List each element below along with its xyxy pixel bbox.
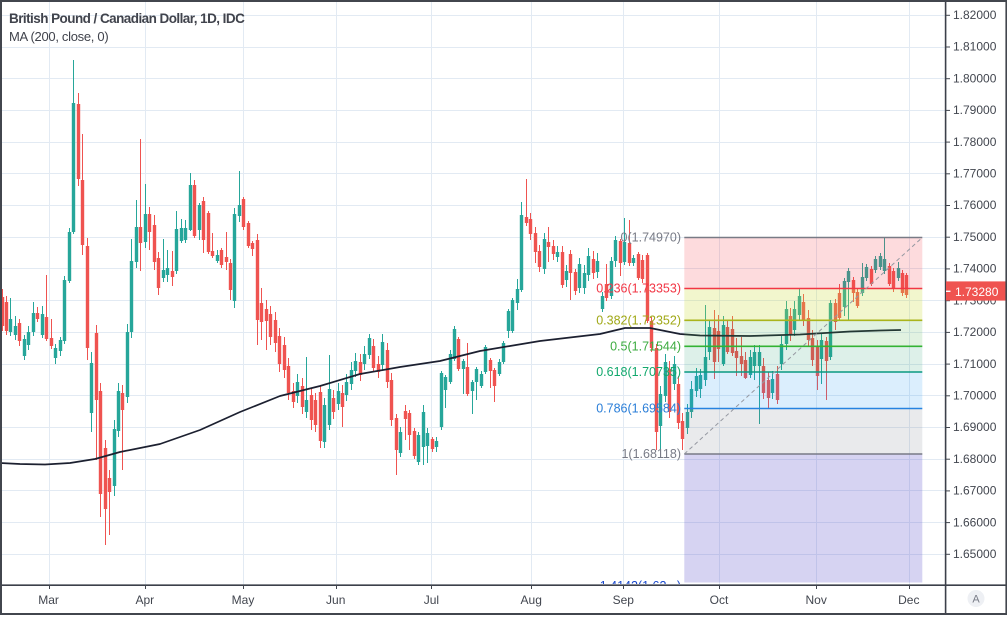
svg-text:1(1.68118): 1(1.68118) [621,447,681,461]
svg-text:1.4142(1.62...): 1.4142(1.62...) [600,579,681,593]
svg-text:British Pound / Canadian Dolla: British Pound / Canadian Dollar, 1D, IDC [9,11,245,26]
svg-text:1.71000: 1.71000 [953,357,997,371]
svg-text:Oct: Oct [710,593,729,607]
svg-text:1.70000: 1.70000 [953,389,997,403]
svg-text:1.78000: 1.78000 [953,135,997,149]
svg-text:Jul: Jul [424,593,439,607]
svg-text:1.72000: 1.72000 [953,325,997,339]
svg-text:0.382(1.72352): 0.382(1.72352) [596,313,681,327]
svg-text:0.236(1.73353): 0.236(1.73353) [596,282,681,296]
svg-text:1.66000: 1.66000 [953,515,997,529]
svg-text:1.74000: 1.74000 [953,262,997,276]
svg-text:1.69000: 1.69000 [953,420,997,434]
svg-text:0(1.74970): 0(1.74970) [621,231,681,245]
svg-text:Mar: Mar [38,593,59,607]
svg-text:1.73280: 1.73280 [955,285,999,299]
svg-text:May: May [232,593,255,607]
svg-text:A: A [972,594,980,606]
svg-text:1.80000: 1.80000 [953,71,997,85]
svg-text:1.77000: 1.77000 [953,167,997,181]
svg-text:1.82000: 1.82000 [953,8,997,22]
svg-text:Nov: Nov [806,593,827,607]
svg-text:0.5(1.71544): 0.5(1.71544) [610,339,681,353]
svg-text:1.81000: 1.81000 [953,40,997,54]
svg-text:Sep: Sep [613,593,635,607]
svg-text:MA (200, close, 0): MA (200, close, 0) [9,29,108,44]
svg-text:Dec: Dec [898,593,919,607]
svg-text:1.76000: 1.76000 [953,198,997,212]
svg-text:0.786(1.69584): 0.786(1.69584) [596,402,681,416]
svg-text:1.79000: 1.79000 [953,103,997,117]
svg-text:1.68000: 1.68000 [953,452,997,466]
svg-text:Apr: Apr [135,593,154,607]
svg-text:1.67000: 1.67000 [953,484,997,498]
svg-text:1.65000: 1.65000 [953,547,997,561]
svg-text:Jun: Jun [326,593,345,607]
svg-text:1.75000: 1.75000 [953,230,997,244]
svg-text:0.618(1.70735): 0.618(1.70735) [596,365,681,379]
svg-text:Aug: Aug [521,593,542,607]
